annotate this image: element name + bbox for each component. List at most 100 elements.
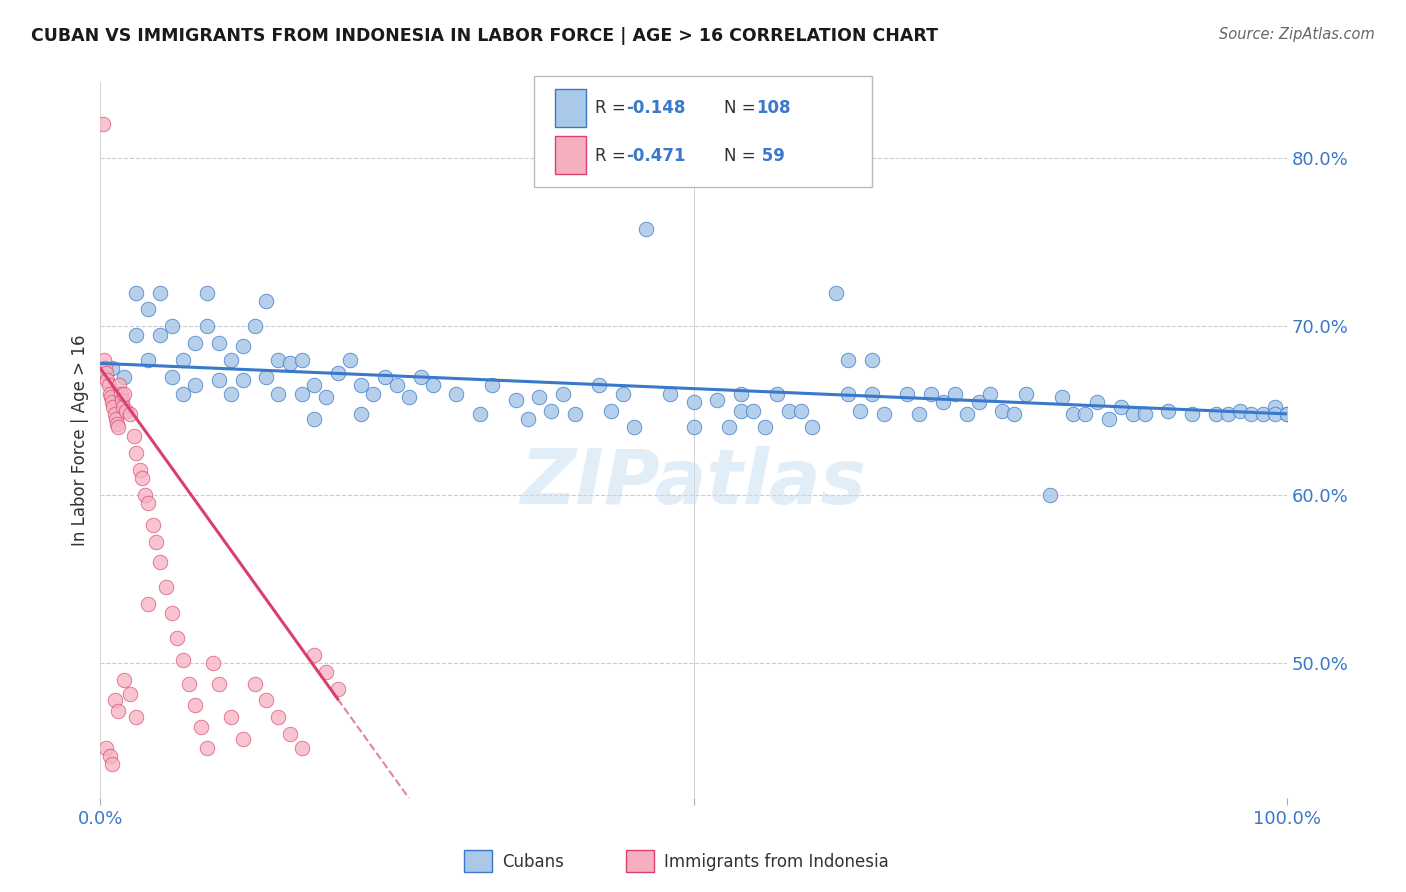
Point xyxy=(96,740,118,755)
Point xyxy=(1062,407,1084,421)
Point xyxy=(101,757,124,772)
Point xyxy=(107,704,129,718)
Point xyxy=(1002,407,1025,421)
Point xyxy=(1229,403,1251,417)
Point xyxy=(1074,407,1097,421)
Point xyxy=(422,378,444,392)
Point xyxy=(385,378,408,392)
Point xyxy=(468,407,491,421)
Text: Immigrants from Indonesia: Immigrants from Indonesia xyxy=(664,853,889,871)
Point xyxy=(932,395,955,409)
Point xyxy=(730,403,752,417)
Point xyxy=(516,412,538,426)
Point xyxy=(540,403,562,417)
Point xyxy=(125,445,148,459)
Point xyxy=(1264,407,1286,421)
Point xyxy=(754,420,776,434)
Text: ZIPatlas: ZIPatlas xyxy=(520,446,866,520)
Point xyxy=(104,412,127,426)
Point xyxy=(991,403,1014,417)
Point xyxy=(98,386,121,401)
Point xyxy=(184,378,207,392)
Point xyxy=(302,648,325,662)
Point xyxy=(742,403,765,417)
Point xyxy=(243,319,266,334)
Point xyxy=(108,378,131,392)
Point xyxy=(232,373,254,387)
Point xyxy=(145,535,167,549)
Point xyxy=(326,681,349,696)
Text: 108: 108 xyxy=(756,99,792,117)
Point xyxy=(481,378,503,392)
Point xyxy=(789,403,811,417)
Point xyxy=(409,369,432,384)
Point xyxy=(682,420,704,434)
Point xyxy=(243,676,266,690)
Point xyxy=(136,353,159,368)
Point xyxy=(682,395,704,409)
Point xyxy=(110,386,132,401)
Point xyxy=(93,353,115,368)
Point xyxy=(118,407,141,421)
Point xyxy=(190,720,212,734)
Point xyxy=(291,386,314,401)
Point xyxy=(149,327,172,342)
Point xyxy=(91,117,114,131)
Point xyxy=(1181,407,1204,421)
Point xyxy=(505,393,527,408)
Text: R =: R = xyxy=(595,147,631,165)
Point xyxy=(125,327,148,342)
Text: -0.148: -0.148 xyxy=(626,99,685,117)
Point xyxy=(112,386,135,401)
Point xyxy=(155,581,177,595)
Point xyxy=(105,417,128,431)
Point xyxy=(195,285,218,300)
Point xyxy=(184,336,207,351)
Point xyxy=(872,407,894,421)
Point xyxy=(104,693,127,707)
Point xyxy=(718,420,741,434)
Point xyxy=(706,393,728,408)
Point xyxy=(278,356,301,370)
Point xyxy=(125,285,148,300)
Point xyxy=(125,710,148,724)
Point xyxy=(765,386,787,401)
Text: R =: R = xyxy=(595,99,631,117)
Point xyxy=(564,407,586,421)
Point xyxy=(446,386,468,401)
Point xyxy=(195,740,218,755)
Point xyxy=(256,693,278,707)
Point xyxy=(267,353,290,368)
Point xyxy=(172,353,194,368)
Point xyxy=(1275,407,1298,421)
Point xyxy=(232,339,254,353)
Point xyxy=(588,378,610,392)
Point xyxy=(967,395,990,409)
Point xyxy=(232,732,254,747)
Point xyxy=(1109,400,1132,414)
Point xyxy=(202,657,225,671)
Point xyxy=(315,665,337,679)
Point xyxy=(326,367,349,381)
Point xyxy=(920,386,942,401)
Point xyxy=(1157,403,1180,417)
Point xyxy=(118,687,141,701)
Point xyxy=(1275,407,1298,421)
Point xyxy=(1264,400,1286,414)
Point xyxy=(350,378,373,392)
Point xyxy=(131,471,153,485)
Point xyxy=(115,403,138,417)
Point xyxy=(291,353,314,368)
Point xyxy=(96,367,118,381)
Point xyxy=(302,378,325,392)
Point xyxy=(529,390,551,404)
Point xyxy=(160,319,183,334)
Point xyxy=(219,386,242,401)
Point xyxy=(1216,407,1239,421)
Point xyxy=(101,395,124,409)
Point xyxy=(860,386,883,401)
Point xyxy=(943,386,966,401)
Point xyxy=(849,403,872,417)
Point xyxy=(149,555,172,569)
Point xyxy=(730,386,752,401)
